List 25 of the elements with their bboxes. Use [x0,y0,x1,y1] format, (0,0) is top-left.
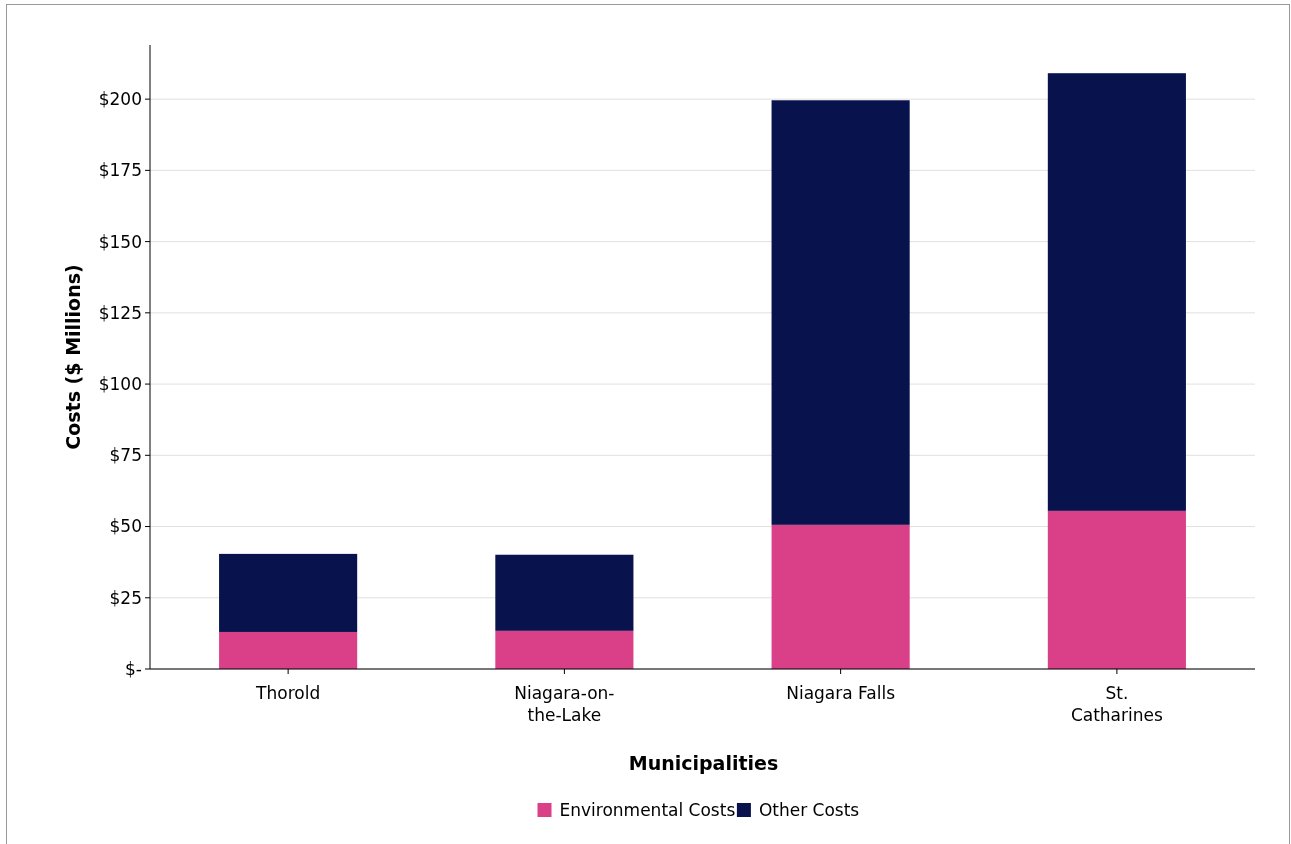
y-tick-label: $75 [109,445,142,466]
y-tick-label: $- [125,658,142,679]
y-tick-label: $175 [98,160,142,181]
bar [1047,510,1186,669]
bar [771,524,910,669]
y-tick-label: $200 [98,89,142,110]
x-tick-label: Niagara-on-the-Lake [514,683,615,725]
x-tick-label: Niagara Falls [786,683,896,703]
bar [219,631,358,669]
x-tick-label: Thorold [255,683,321,703]
x-tick-label: St. Catharines [1070,683,1163,725]
bar [771,100,910,525]
legend-label: Other Costs [758,799,860,820]
y-tick-label: $150 [98,231,142,252]
y-tick-label: $125 [98,302,142,323]
bar [1047,73,1186,511]
y-tick-label: $25 [109,587,142,608]
bar [219,553,358,632]
x-axis-title: Municipalities [628,752,779,774]
y-axis-title: Costs ($ Millions) [62,264,84,450]
bar [495,630,634,669]
y-tick-label: $50 [109,516,142,537]
bar [495,554,634,631]
legend-label: Environmental Costs [559,799,736,820]
y-tick-label: $100 [98,374,142,395]
